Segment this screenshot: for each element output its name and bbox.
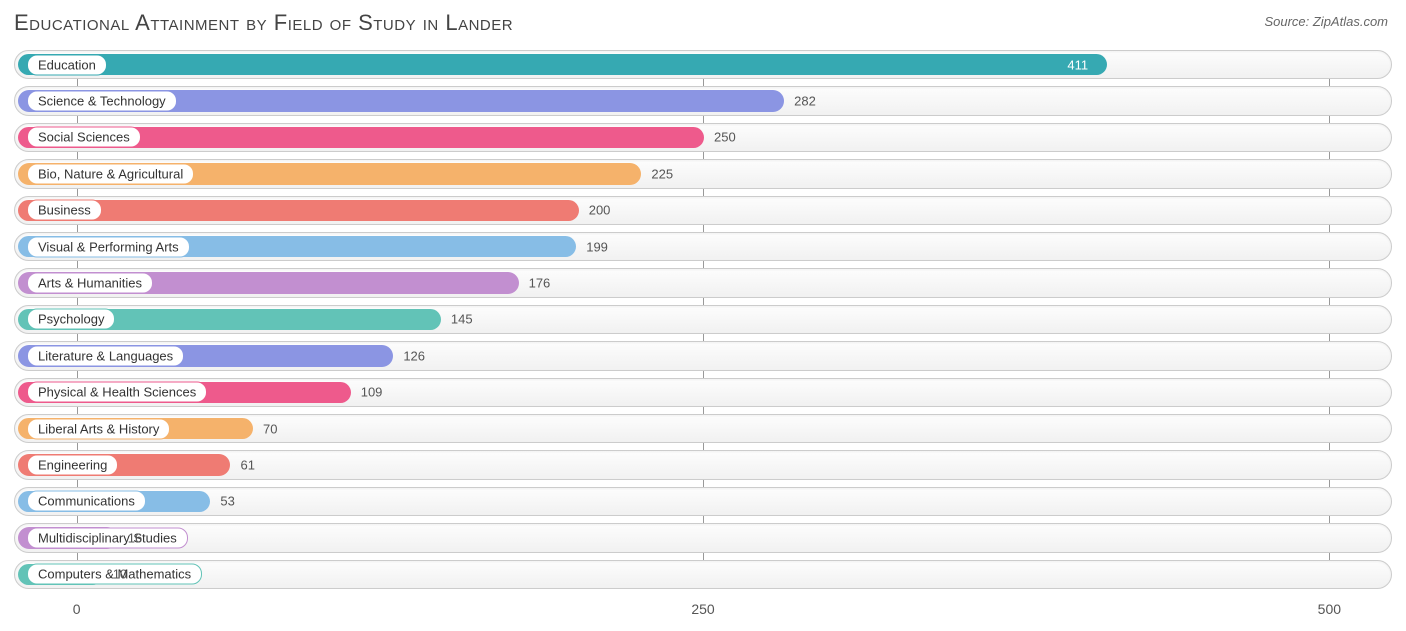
bar-row: Visual & Performing Arts 199 (14, 232, 1392, 261)
x-tick-label: 0 (73, 601, 81, 617)
value-label: 411 (1067, 57, 1088, 72)
value-label: 126 (403, 348, 425, 363)
value-label: 61 (240, 458, 254, 473)
bar-row: Bio, Nature & Agricultural 225 (14, 159, 1392, 188)
plot-area: Education 411 Science & Technology 282 Socia… (14, 50, 1392, 589)
value-label: 53 (220, 494, 234, 509)
bar-row: Social Sciences 250 (14, 123, 1392, 152)
value-label: 250 (714, 130, 736, 145)
value-label: 10 (113, 567, 127, 582)
value-label: 16 (128, 530, 142, 545)
category-label: Psychology (27, 309, 115, 330)
value-label: 282 (794, 94, 816, 109)
bar-row: Business 200 (14, 196, 1392, 225)
bar-row: Psychology 145 (14, 305, 1392, 334)
category-label: Business (27, 200, 102, 221)
bar-row: Engineering 61 (14, 450, 1392, 479)
value-label: 199 (586, 239, 608, 254)
x-tick-label: 500 (1318, 601, 1341, 617)
value-label: 176 (529, 276, 551, 291)
bar-row: Science & Technology 282 (14, 86, 1392, 115)
source-attribution: Source: ZipAtlas.com (1264, 14, 1388, 29)
bar-row: Literature & Languages 126 (14, 341, 1392, 370)
category-label: Education (27, 54, 107, 75)
category-label: Literature & Languages (27, 345, 184, 366)
bar-row: Computers & Mathematics10 (14, 560, 1392, 589)
category-label: Bio, Nature & Agricultural (27, 163, 194, 184)
category-label: Multidisciplinary Studies (27, 527, 188, 548)
value-label: 200 (589, 203, 611, 218)
value-label: 145 (451, 312, 473, 327)
category-label: Arts & Humanities (27, 273, 153, 294)
bar (18, 54, 1107, 75)
value-label: 225 (651, 166, 673, 181)
bar-row: Arts & Humanities 176 (14, 268, 1392, 297)
category-label: Social Sciences (27, 127, 141, 148)
category-label: Physical & Health Sciences (27, 382, 207, 403)
category-label: Visual & Performing Arts (27, 236, 190, 257)
x-tick-label: 250 (691, 601, 714, 617)
bar-row: Liberal Arts & History 70 (14, 414, 1392, 443)
bar-row: Communications 53 (14, 487, 1392, 516)
category-label: Engineering (27, 455, 118, 476)
value-label: 109 (361, 385, 383, 400)
bar-row: Education 411 (14, 50, 1392, 79)
bar (18, 200, 579, 221)
chart-title: Educational Attainment by Field of Study… (14, 10, 513, 36)
bar-row: Multidisciplinary Studies16 (14, 523, 1392, 552)
value-label: 70 (263, 421, 277, 436)
category-label: Liberal Arts & History (27, 418, 170, 439)
category-label: Science & Technology (27, 91, 177, 112)
bar-row: Physical & Health Sciences 109 (14, 378, 1392, 407)
category-label: Communications (27, 491, 146, 512)
